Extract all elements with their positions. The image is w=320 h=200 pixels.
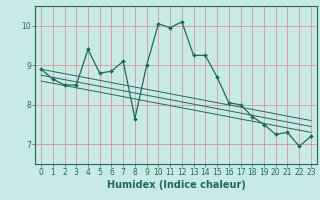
X-axis label: Humidex (Indice chaleur): Humidex (Indice chaleur) (107, 180, 245, 190)
